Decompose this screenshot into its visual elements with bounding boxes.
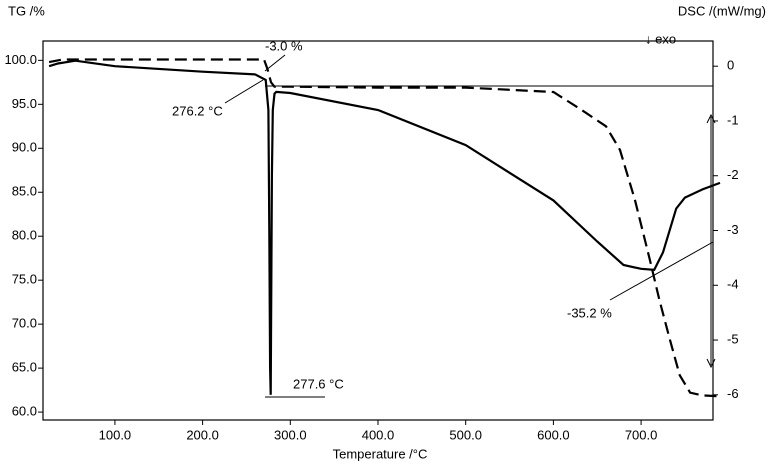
annotation: ↓ exo [645, 31, 676, 46]
x-tick-label: 300.0 [274, 427, 307, 442]
y2-tick-label: -5 [727, 331, 739, 346]
annotation: -35.2 % [567, 305, 612, 320]
y-tick-label: 95.0 [12, 96, 37, 111]
y2-tick-label: -2 [727, 167, 739, 182]
annotation: 276.2 °C [172, 103, 223, 118]
y-tick-label: 80.0 [12, 228, 37, 243]
annotation: 277.6 °C [293, 376, 344, 391]
y2-tick-label: -1 [727, 112, 739, 127]
y2-tick-label: 0 [727, 58, 734, 73]
plot-frame [42, 40, 714, 421]
y-tick-label: 70.0 [12, 316, 37, 331]
y-tick-label: 90.0 [12, 140, 37, 155]
y-tick-label: 100.0 [4, 52, 37, 67]
x-axis-label: Temperature /°C [333, 446, 428, 461]
y-tick-label: 60.0 [12, 404, 37, 419]
series-line [48, 58, 721, 398]
x-tick-label: 600.0 [537, 427, 570, 442]
x-tick-label: 700.0 [625, 427, 658, 442]
y-tick-label: 85.0 [12, 184, 37, 199]
y2-tick-label: -6 [727, 386, 739, 401]
y-axis-label: TG /% [8, 3, 45, 18]
y2-tick-label: -4 [727, 277, 739, 292]
y-tick-label: 65.0 [12, 360, 37, 375]
series-line [48, 59, 721, 395]
annotation-lines [224, 54, 716, 398]
y-tick-label: 75.0 [12, 272, 37, 287]
x-tick-label: 200.0 [186, 427, 219, 442]
x-tick-label: 400.0 [362, 427, 395, 442]
annotation: -3.0 % [265, 38, 303, 53]
y2-axis-label: DSC /(mW/mg) [678, 3, 766, 18]
x-tick-label: 100.0 [99, 427, 132, 442]
y2-tick-label: -3 [727, 222, 739, 237]
x-tick-label: 500.0 [449, 427, 482, 442]
